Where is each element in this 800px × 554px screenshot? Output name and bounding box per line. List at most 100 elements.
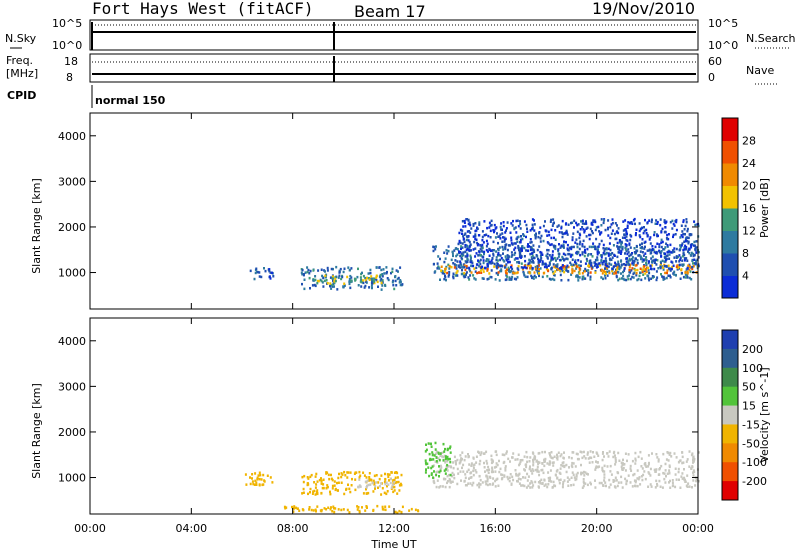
power-cell <box>334 277 337 281</box>
power-cell <box>578 242 581 246</box>
power-cell <box>581 272 584 275</box>
power-cell <box>681 230 684 233</box>
power-cell <box>618 266 621 270</box>
velocity-cell <box>386 490 389 493</box>
power-cell <box>332 267 334 271</box>
velocity-cell <box>443 450 446 453</box>
power-cell <box>685 220 688 224</box>
power-cell <box>688 268 691 271</box>
power-cell <box>623 267 626 270</box>
velocity-cell <box>615 479 618 482</box>
velocity-cell <box>316 489 319 492</box>
power-cell <box>489 224 492 227</box>
velocity-cell <box>649 474 652 477</box>
velocity-cell <box>671 479 674 482</box>
power-cell <box>443 272 446 275</box>
velocity-cell <box>384 505 387 508</box>
power-cell <box>514 251 517 255</box>
power-cell <box>616 241 619 245</box>
velocity-cell <box>691 486 693 489</box>
power-cell <box>517 265 520 268</box>
power-cell <box>538 274 540 278</box>
power-cell <box>639 255 642 259</box>
power-cell <box>596 263 599 266</box>
power-cell <box>666 254 669 257</box>
power-cell <box>463 265 466 269</box>
velocity-cell <box>603 476 606 479</box>
velocity-cell <box>432 476 434 479</box>
power-cell <box>675 247 678 251</box>
power-cell <box>590 253 593 256</box>
y-tick-label: 1000 <box>58 267 86 280</box>
power-cell <box>616 230 619 233</box>
power-cell <box>498 279 501 282</box>
velocity-cell <box>441 451 444 454</box>
velocity-cell <box>621 463 624 467</box>
power-cell <box>481 255 484 258</box>
velocity-cell <box>503 453 506 457</box>
velocity-cell <box>350 484 353 487</box>
power-cell <box>655 233 658 236</box>
power-cell <box>606 270 608 274</box>
power-cell <box>602 221 605 225</box>
power-cell <box>604 257 607 260</box>
velocity-cell <box>678 459 681 463</box>
power-cell <box>550 228 553 232</box>
power-cell <box>576 252 579 256</box>
velocity-cell <box>384 472 386 476</box>
velocity-cell <box>514 469 517 472</box>
velocity-cell <box>495 453 498 457</box>
velocity-cell <box>518 482 521 485</box>
colorbar-swatch <box>722 275 738 299</box>
velocity-cell <box>425 462 428 466</box>
velocity-cell <box>612 480 615 483</box>
power-cell <box>475 266 478 270</box>
power-cell <box>516 236 519 239</box>
power-cell <box>616 268 619 271</box>
velocity-cell <box>636 477 639 480</box>
power-cell <box>462 225 465 228</box>
power-cell <box>629 246 632 249</box>
velocity-cell <box>336 481 338 485</box>
power-cell <box>589 233 592 237</box>
power-cell <box>459 228 462 232</box>
power-cell <box>663 219 666 222</box>
power-cell <box>253 277 256 281</box>
power-cell <box>594 263 597 266</box>
power-cell <box>673 270 676 274</box>
velocity-cell <box>486 476 489 480</box>
power-cell <box>325 279 328 282</box>
power-cell <box>679 256 682 259</box>
velocity-cell <box>603 479 606 482</box>
velocity-cell <box>547 471 550 474</box>
velocity-cell <box>639 483 642 486</box>
power-cell <box>645 232 648 235</box>
power-cell <box>656 220 659 224</box>
power-cell <box>513 227 516 231</box>
power-cell <box>433 245 436 249</box>
velocity-cell <box>668 464 671 467</box>
power-cell <box>554 247 557 251</box>
power-cell <box>600 218 603 221</box>
power-cell <box>314 278 317 282</box>
power-cell <box>521 245 524 248</box>
velocity-cell <box>310 473 313 477</box>
velocity-cell <box>544 483 547 486</box>
velocity-cell <box>340 481 343 484</box>
power-cell <box>517 244 520 248</box>
velocity-cell <box>614 459 617 462</box>
power-cell <box>605 259 608 263</box>
power-cell <box>347 266 350 269</box>
power-cell <box>617 278 620 282</box>
power-cell <box>673 247 676 250</box>
power-cell <box>573 269 576 273</box>
velocity-cell <box>303 474 306 478</box>
power-cell <box>445 249 448 252</box>
velocity-cell <box>517 473 520 476</box>
velocity-cell <box>358 476 361 479</box>
power-cell <box>686 229 689 233</box>
power-cell <box>330 267 333 271</box>
power-cell <box>343 282 346 285</box>
power-cell <box>539 267 542 270</box>
velocity-cell <box>548 479 551 483</box>
